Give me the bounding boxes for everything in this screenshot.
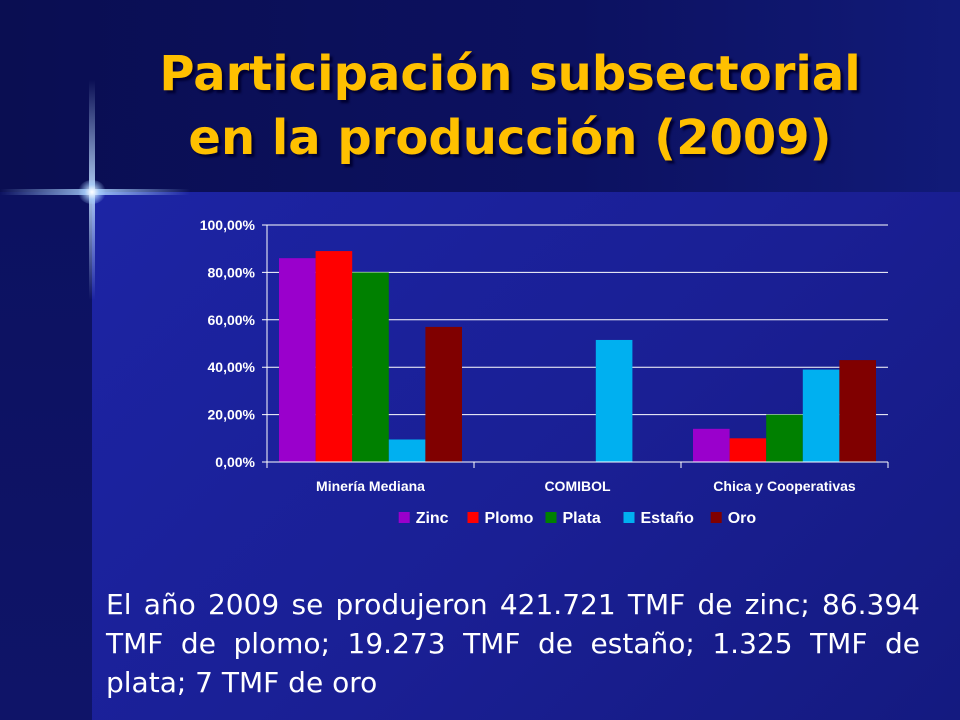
y-tick-label: 20,00% xyxy=(208,407,256,423)
y-tick-label: 40,00% xyxy=(208,359,256,375)
bar-oro-chica-y-cooperativas xyxy=(839,360,876,462)
bar-oro-mineria-mediana xyxy=(425,326,462,462)
bar-plomo-chica-y-cooperativas xyxy=(729,438,767,462)
bar-chart: 0,00% 20,00% 40,00% 60,00% 80,00% 100,00% Mine… xyxy=(200,217,889,527)
legend-swatch-plomo xyxy=(467,512,479,523)
x-tick-label: COMIBOL xyxy=(544,478,611,494)
bar-plata-mineria-mediana xyxy=(352,272,389,462)
slide-title: Participación subsectorial en la producc… xyxy=(100,42,920,170)
title-band xyxy=(0,0,960,192)
slide-title-line-1: Participación subsectorial xyxy=(159,46,861,102)
x-tick-label: Minería Mediana xyxy=(316,478,425,494)
legend-label-oro: Oro xyxy=(728,510,757,527)
legend-swatch-estano xyxy=(623,512,635,523)
left-band xyxy=(0,192,92,720)
y-tick-label: 100,00% xyxy=(200,217,256,233)
bar-plomo-mineria-mediana xyxy=(315,251,353,462)
caption-text: El año 2009 se produjeron 421.721 TMF de… xyxy=(106,588,920,699)
legend-label-estano: Estaño xyxy=(641,510,695,527)
slide-title-line-2: en la producción (2009) xyxy=(188,110,832,166)
legend-swatch-zinc xyxy=(398,512,410,523)
bar-estano-chica-y-cooperativas xyxy=(802,369,840,462)
legend-swatch-oro xyxy=(710,512,722,523)
legend-label-plomo: Plomo xyxy=(485,510,534,527)
y-tick-label: 60,00% xyxy=(208,312,256,328)
bar-plata-chica-y-cooperativas xyxy=(766,414,803,462)
bar-zinc-mineria-mediana xyxy=(279,258,316,462)
bar-estano-mineria-mediana xyxy=(388,439,426,462)
bar-zinc-chica-y-cooperativas xyxy=(693,428,730,462)
bar-estano-comibol xyxy=(595,339,633,462)
y-tick-label: 0,00% xyxy=(215,454,255,470)
x-tick-label: Chica y Cooperativas xyxy=(713,478,856,494)
light-flare-core xyxy=(78,180,106,204)
legend-swatch-plata xyxy=(545,512,557,523)
legend-label-zinc: Zinc xyxy=(416,510,449,527)
y-tick-label: 80,00% xyxy=(208,264,256,280)
legend-label-plata: Plata xyxy=(563,510,601,527)
